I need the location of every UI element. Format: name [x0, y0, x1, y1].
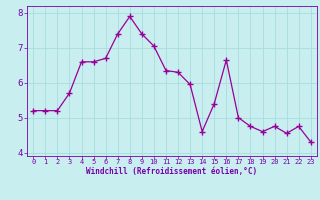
X-axis label: Windchill (Refroidissement éolien,°C): Windchill (Refroidissement éolien,°C)	[86, 167, 258, 176]
